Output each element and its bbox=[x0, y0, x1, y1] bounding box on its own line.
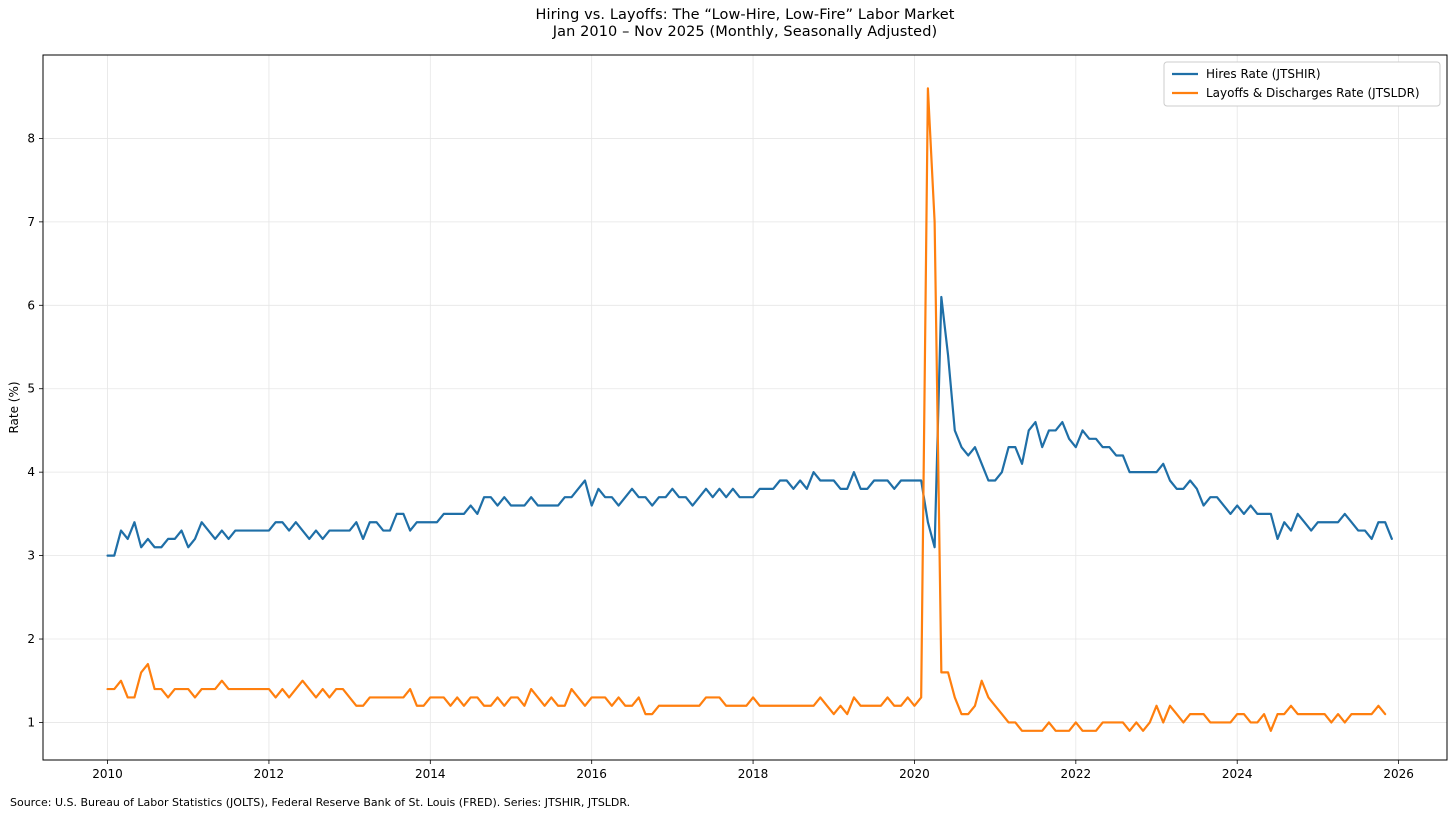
chart-title: Hiring vs. Layoffs: The “Low-Hire, Low-F… bbox=[535, 7, 955, 23]
y-tick-label-7: 7 bbox=[27, 215, 35, 229]
y-tick-label-6: 6 bbox=[27, 298, 35, 312]
series-lines bbox=[106, 87, 1393, 732]
legend: Hires Rate (JTSHIR) Layoffs & Discharges… bbox=[1163, 61, 1441, 107]
x-tick-label-2014: 2014 bbox=[415, 767, 446, 781]
y-tick-label-5: 5 bbox=[27, 382, 35, 396]
y-tick-label-3: 3 bbox=[27, 549, 35, 563]
source-note: Source: U.S. Bureau of Labor Statistics … bbox=[10, 796, 631, 809]
x-tick-label-2012: 2012 bbox=[254, 767, 285, 781]
x-tick-label-2010: 2010 bbox=[92, 767, 123, 781]
y-tick-label-8: 8 bbox=[27, 131, 35, 145]
y-tick-label-2: 2 bbox=[27, 632, 35, 646]
x-tick-label-2016: 2016 bbox=[576, 767, 607, 781]
y-tick-label-1: 1 bbox=[27, 715, 35, 729]
series-line-1 bbox=[106, 87, 1387, 732]
x-tick-label-2020: 2020 bbox=[899, 767, 930, 781]
y-tick-label-4: 4 bbox=[27, 465, 35, 479]
x-tick-label-2026: 2026 bbox=[1383, 767, 1414, 781]
x-tick-label-2018: 2018 bbox=[738, 767, 769, 781]
chart-subtitle: Jan 2010 – Nov 2025 (Monthly, Seasonally… bbox=[552, 24, 938, 40]
legend-box bbox=[1163, 61, 1441, 107]
axes: 2010 2012 2014 2016 2018 2020 2022 2024 2026 1 2 3 4… bbox=[27, 131, 1414, 781]
plot-area-frame bbox=[42, 54, 1448, 761]
legend-label-layoffs: Layoffs & Discharges Rate (JTSLDR) bbox=[1206, 86, 1420, 100]
x-tick-label-2024: 2024 bbox=[1222, 767, 1253, 781]
x-tick-label-2022: 2022 bbox=[1061, 767, 1092, 781]
legend-label-hires: Hires Rate (JTSHIR) bbox=[1206, 67, 1321, 81]
line-chart: 2010 2012 2014 2016 2018 2020 2022 2024 2026 1 2 3 4… bbox=[7, 54, 1448, 781]
gridlines bbox=[43, 55, 1447, 760]
y-axis-label: Rate (%) bbox=[7, 381, 21, 433]
series-line-0 bbox=[106, 295, 1393, 557]
